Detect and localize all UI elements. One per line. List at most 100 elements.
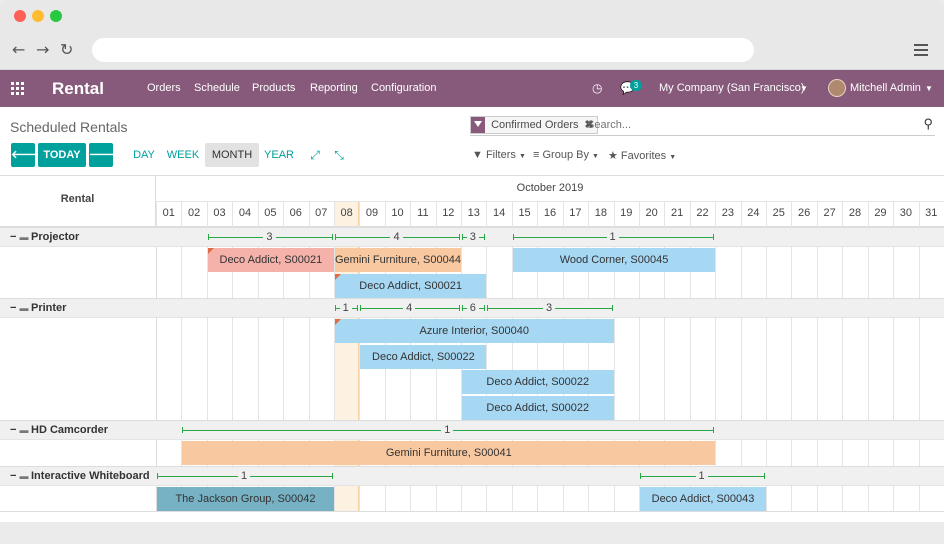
day-label: 18 [594,207,607,219]
aggregate-bar: 4 [334,227,461,247]
rental-pill[interactable]: Deco Addict, S00022 [360,344,487,369]
groupby-dropdown[interactable]: ≡ Group By ▼ [533,149,599,161]
browser-window: ← → ↻ Rental Orders Schedule Products Re… [0,0,944,522]
menu-orders[interactable]: Orders [147,82,181,94]
maximize-dot[interactable] [50,10,62,22]
day-label: 13 [467,207,480,219]
aggregate-tick [157,472,158,479]
scale-week[interactable]: WEEK [166,149,200,161]
grid-line [638,227,640,511]
groupby-label: Group By [542,149,589,161]
day-label: 25 [772,207,785,219]
scale-day[interactable]: DAY [133,149,155,161]
rental-pill[interactable]: Deco Addict, S00021 [207,248,334,272]
day-label: 09 [365,207,379,219]
aggregate-value: 1 [606,230,619,244]
today-button[interactable]: TODAY [38,143,86,167]
aggregate-bar: 6 [462,298,486,318]
day-label: 05 [264,207,277,219]
avatar[interactable] [828,79,846,97]
day-divider [384,202,386,227]
expand-icon[interactable]: ⤢ [310,148,320,162]
group-label[interactable]: − ▬ Interactive Whiteboard [10,467,150,486]
company-switcher[interactable]: My Company (San Francisco) [659,82,805,94]
chat-badge: 3 [630,80,642,91]
aggregate-bar: 1 [512,227,715,247]
collapse-toggle-icon[interactable]: − [10,424,20,436]
collapse-toggle-icon[interactable]: − [10,302,20,314]
grid-line [893,227,895,511]
grid-line [740,227,742,511]
collapse-toggle-icon[interactable]: − [10,469,20,482]
aggregate-tick [182,427,184,433]
forward-icon[interactable]: → [36,40,50,59]
aggregate-tick [484,305,486,311]
gantt-group-row[interactable]: − ▬ Interactive Whiteboard [0,465,944,486]
day-label: 19 [620,207,633,219]
scale-month[interactable]: MONTH [205,143,259,167]
minimize-dot[interactable] [32,10,44,22]
group-label[interactable]: − ▬ Printer [10,299,66,318]
filters-dropdown[interactable]: ▼ Filters ▼ [472,149,526,161]
rental-pill[interactable]: Deco Addict, S00021 [334,273,487,298]
grid-line [537,227,539,511]
aggregate-value: 1 [441,423,454,437]
menu-configuration[interactable]: Configuration [371,82,437,94]
day-divider [613,202,615,227]
grid-line [562,227,564,511]
day-label: 01 [162,207,175,219]
rental-pill[interactable]: Gemini Furniture, S00044 [334,248,462,272]
group-label[interactable]: − ▬ HD Camcorder [10,421,108,440]
close-dot[interactable] [14,10,26,22]
search-icon[interactable]: ⚲ [923,116,933,131]
day-divider [435,202,437,227]
collapse-toggle-icon[interactable]: − [10,231,20,243]
aggregate-bar: 1 [182,420,715,440]
rental-pill[interactable]: Gemini Furniture, S00041 [182,441,716,465]
rental-pill[interactable]: Deco Addict, S00043 [639,486,767,511]
aggregate-tick [334,234,336,240]
collapse-icon[interactable]: ⤡ [334,148,344,162]
back-icon[interactable]: ← [12,40,26,59]
menu-products[interactable]: Products [252,82,296,94]
favorites-dropdown[interactable]: ★ Favorites ▼ [608,149,676,162]
grid-line [283,227,285,511]
aggregate-value: 6 [466,301,479,315]
menu-reporting[interactable]: Reporting [310,82,358,94]
aggregate-tick [331,472,333,479]
group-label[interactable]: − ▬ Projector [10,228,79,247]
aggregate-tick [331,234,333,240]
day-label: 12 [442,207,455,219]
user-menu[interactable]: Mitchell Admin [850,82,921,94]
rental-pill[interactable]: The Jackson Group, S00042 [157,486,334,511]
grid-line [410,227,412,511]
browser-menu-icon[interactable] [914,44,928,56]
aggregate-value: 1 [237,468,251,483]
printer-icon: ▬ [19,303,31,313]
next-period-button[interactable]: 🡒 [89,143,119,167]
rental-pill[interactable]: Azure Interior, S00040 [334,319,614,343]
rental-pill[interactable]: Deco Addict, S00022 [462,395,614,420]
rental-pill[interactable]: Deco Addict, S00022 [462,370,614,394]
aggregate-tick [459,305,461,311]
day-label: 27 [823,207,836,219]
day-divider [766,202,768,227]
search-facet[interactable]: Confirmed Orders ✖ [470,116,598,134]
rental-pill[interactable]: Wood Corner, S00045 [512,248,716,272]
day-label: 29 [874,207,887,219]
app-name[interactable]: Rental [52,79,104,98]
day-divider [359,202,361,227]
gantt-month-label: October 2019 [516,182,584,194]
grid-line [206,227,208,511]
day-label: 20 [645,207,658,219]
search-input[interactable] [587,117,907,133]
day-label: 06 [289,207,302,219]
reload-icon[interactable]: ↻ [60,40,74,59]
prev-period-button[interactable]: 🡐 [11,143,41,167]
activity-clock-icon[interactable]: ◷ [592,81,603,95]
scale-year[interactable]: YEAR [264,149,294,161]
header-divider [156,201,944,202]
address-bar[interactable] [92,38,754,62]
apps-grid-icon[interactable] [11,82,25,95]
menu-schedule[interactable]: Schedule [194,82,240,94]
